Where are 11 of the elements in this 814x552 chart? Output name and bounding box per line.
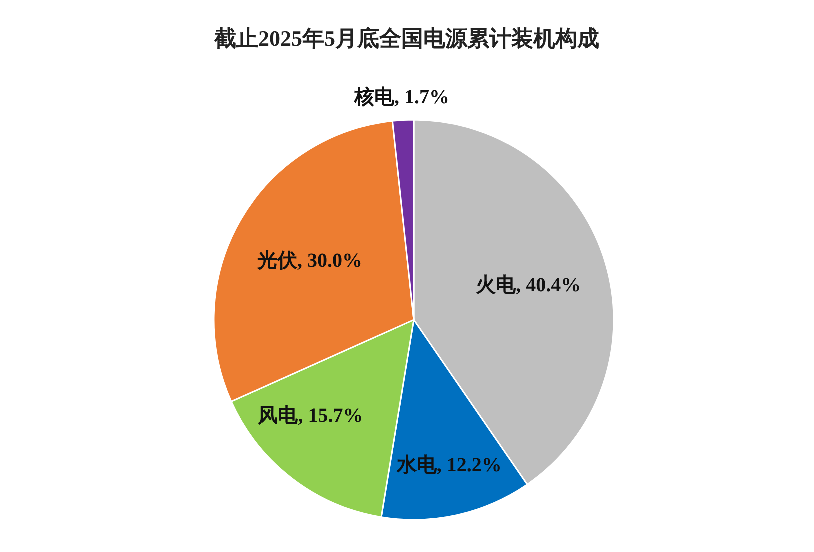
data-label: , 40.4%: [516, 274, 582, 296]
slice-label: 核电: [354, 86, 396, 108]
data-label: , 15.7%: [298, 405, 364, 428]
slice-label: 水电: [396, 454, 438, 476]
data-label: , 30.0%: [297, 250, 362, 272]
chart-title: 截止2025年5月底全国电源累计装机构成: [214, 26, 600, 51]
slice-label: 火电: [476, 274, 518, 296]
slice-label: 风电: [257, 405, 300, 428]
slice-label: 光伏: [256, 250, 298, 272]
data-label: , 12.2%: [436, 454, 502, 476]
data-label: , 1.7%: [394, 86, 450, 108]
